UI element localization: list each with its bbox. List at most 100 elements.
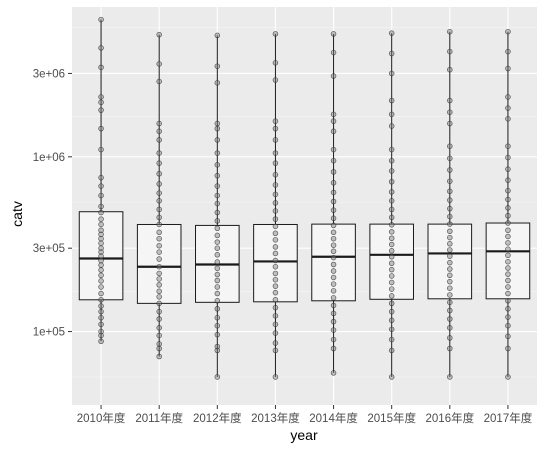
data-point (214, 277, 221, 284)
data-point (272, 223, 279, 230)
data-point (447, 307, 453, 314)
data-point (447, 155, 453, 162)
data-point (388, 293, 395, 299)
data-point (388, 178, 395, 185)
data-point (214, 331, 221, 338)
data-point (272, 374, 279, 380)
data-point (447, 345, 453, 352)
data-point (330, 302, 337, 309)
data-point (447, 253, 453, 259)
y-axis: 1e+05 3e+05 1e+06 3e+06 (33, 68, 72, 339)
data-point (98, 278, 104, 284)
data-point (98, 262, 104, 268)
data-point (98, 308, 104, 315)
data-point (156, 235, 162, 242)
data-point (98, 221, 104, 228)
data-point (272, 250, 279, 257)
data-point (447, 234, 453, 241)
data-point (214, 172, 221, 179)
data-point (505, 177, 511, 183)
data-point (330, 146, 337, 153)
data-point (272, 208, 279, 214)
data-point (505, 258, 511, 265)
data-point (156, 120, 162, 127)
data-point (98, 216, 104, 222)
data-point (505, 284, 511, 290)
data-point (447, 97, 453, 104)
points-layer (98, 16, 511, 380)
data-point (214, 162, 221, 168)
y-axis-title: catv (9, 201, 25, 227)
data-point (214, 374, 221, 380)
data-point (98, 99, 104, 106)
data-point (214, 314, 221, 321)
data-point (388, 279, 395, 286)
data-point (330, 198, 337, 205)
data-point (330, 157, 337, 164)
data-point (156, 137, 162, 143)
data-point (388, 273, 395, 279)
data-point (272, 276, 279, 283)
data-point (272, 257, 279, 264)
y-tick-label: 3e+05 (33, 243, 65, 255)
data-point (98, 231, 104, 238)
data-point (98, 257, 104, 264)
data-point (98, 245, 104, 251)
data-point (156, 61, 162, 67)
data-point (447, 335, 453, 341)
data-point (272, 263, 279, 270)
data-point (388, 50, 395, 57)
data-point (388, 248, 395, 254)
data-point (447, 374, 453, 380)
data-point (98, 328, 104, 335)
data-point (388, 222, 395, 228)
data-point (98, 267, 104, 273)
boxes-layer (78, 211, 531, 304)
data-point (272, 237, 279, 243)
data-point (272, 230, 279, 237)
data-point (447, 109, 453, 115)
data-point (272, 340, 279, 346)
data-point (156, 221, 162, 228)
data-point (447, 213, 453, 220)
x-tick-label: 2017年度 (484, 411, 533, 425)
data-point (447, 316, 453, 322)
data-point (272, 77, 279, 83)
data-point (214, 322, 221, 329)
data-point (214, 209, 221, 216)
data-point (214, 183, 221, 189)
data-point (272, 289, 279, 296)
data-point (505, 290, 511, 297)
data-point (98, 284, 104, 290)
data-point (388, 317, 395, 324)
data-point (505, 322, 511, 329)
data-point (214, 306, 221, 312)
data-point (447, 167, 453, 173)
data-point (272, 171, 279, 178)
data-point (330, 118, 337, 124)
data-point (505, 143, 511, 149)
data-point (156, 325, 162, 331)
data-point (156, 282, 162, 288)
data-point (447, 292, 453, 298)
data-point (330, 31, 337, 37)
data-point (156, 78, 162, 85)
data-point (330, 248, 337, 255)
data-point (388, 189, 395, 195)
data-point (98, 125, 104, 132)
data-point (98, 16, 104, 23)
data-point (98, 253, 104, 259)
data-point (388, 286, 395, 292)
data-point (214, 239, 221, 245)
data-point (214, 347, 221, 354)
data-point (330, 274, 337, 281)
data-point (505, 196, 511, 203)
data-point (505, 166, 511, 172)
data-point (505, 271, 511, 277)
x-tick-label: 2015年度 (367, 411, 416, 425)
data-point (156, 294, 162, 300)
data-point (272, 125, 279, 132)
data-point (98, 303, 104, 309)
data-point (388, 198, 395, 204)
data-point (505, 28, 511, 35)
